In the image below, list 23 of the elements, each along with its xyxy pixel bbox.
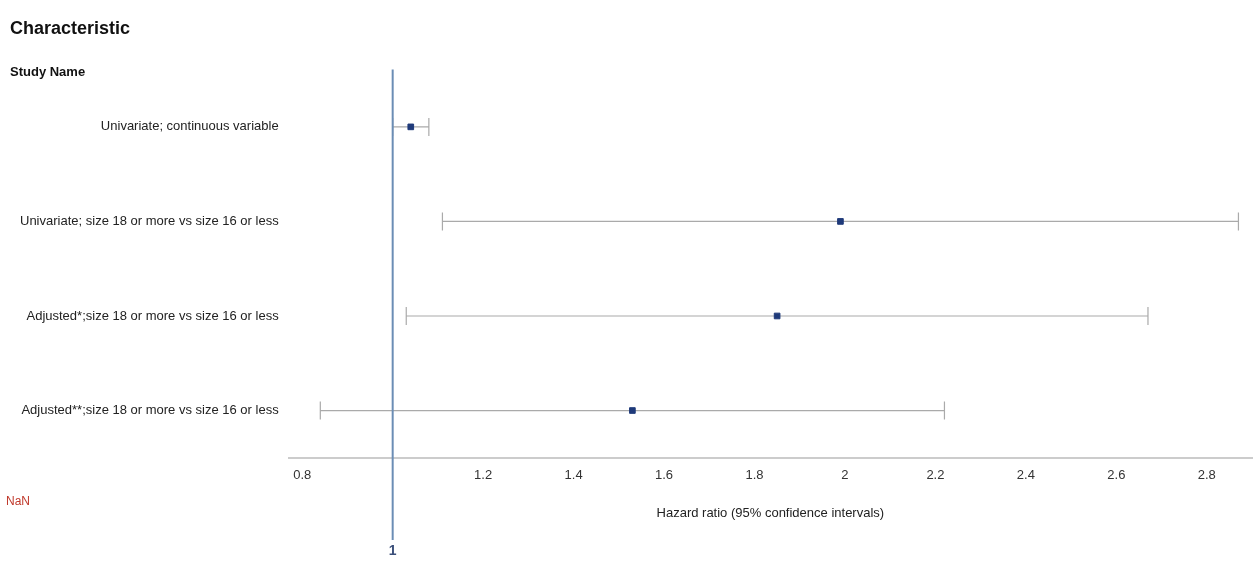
y-tick-label: Univariate; size 18 or more vs size 16 or less (20, 213, 280, 228)
x-tick-label: 2.4 (1016, 467, 1035, 483)
x-tick-label: 1.2 (474, 467, 493, 483)
x-tick-label: 1.8 (745, 467, 764, 483)
y-tick-label: Univariate; continuous variable (100, 118, 279, 134)
x-tick-label: 1.6 (655, 467, 674, 483)
x-tick-label: 1.4 (564, 467, 583, 483)
y-tick-label: Adjusted**;size 18 or more vs size 16 or less (21, 402, 280, 418)
point (773, 312, 781, 320)
x-tick-label: 2.8 (1197, 467, 1216, 483)
point (629, 407, 636, 414)
text: Characteristic (10, 17, 131, 38)
point (407, 123, 415, 131)
x-tick-label: 0.8 (293, 467, 312, 483)
x-tick-label: 2.2 (926, 467, 945, 483)
x-axis-title: Hazard ratio (95% confidence intervals) (656, 504, 885, 520)
text: Study Name (10, 63, 86, 79)
text: NaN (6, 494, 31, 509)
point (837, 218, 844, 225)
x-tick-label: 2 (841, 467, 849, 483)
y-tick-label: Adjusted*;size 18 or more vs size 16 or less (26, 307, 280, 323)
ref-line-label: 1 (388, 541, 397, 558)
x-tick-label: 2.6 (1107, 467, 1126, 483)
